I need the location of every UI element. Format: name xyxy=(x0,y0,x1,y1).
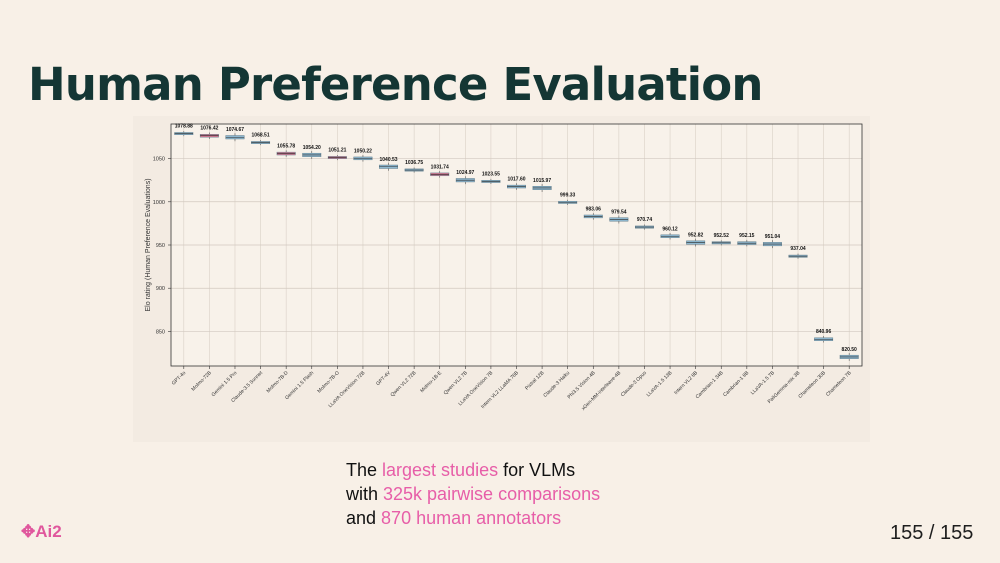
value-label: 1076.42 xyxy=(200,126,218,132)
caption-line-1: The largest studies for VLMs xyxy=(346,458,600,482)
value-label: 937.04 xyxy=(790,246,806,252)
y-tick-label: 1000 xyxy=(153,200,165,206)
value-label: 1040.53 xyxy=(379,157,397,163)
caption-highlight-annotators: 870 human annotators xyxy=(381,508,562,528)
value-label: 952.15 xyxy=(739,233,755,239)
value-label: 979.54 xyxy=(611,209,627,215)
page-number: 155 / 155 xyxy=(890,522,974,544)
caption-line-1-pre: The xyxy=(346,460,383,480)
caption-highlight-studies: largest studies xyxy=(382,460,499,480)
y-axis-label: Elo rating (Human Preference Evaluations… xyxy=(145,178,152,311)
caption-line-1-post: for VLMs xyxy=(498,460,576,480)
caption-highlight-comparisons: 325k pairwise comparisons xyxy=(383,484,601,504)
y-tick-label: 1050 xyxy=(153,157,165,163)
caption-line-3-pre: and xyxy=(346,508,382,528)
value-label: 999.33 xyxy=(560,192,576,198)
value-label: 952.52 xyxy=(714,233,730,239)
ai2-logo: ✥Ai2 xyxy=(21,522,62,542)
caption: The largest studies for VLMs with 325k p… xyxy=(346,458,600,530)
value-label: 820.50 xyxy=(842,347,858,353)
y-tick-label: 850 xyxy=(156,329,165,335)
value-label: 1017.60 xyxy=(507,177,525,183)
value-label: 840.96 xyxy=(816,329,832,335)
value-label: 1015.97 xyxy=(533,178,551,184)
value-label: 1031.74 xyxy=(431,164,449,170)
value-label: 1068.51 xyxy=(252,133,270,139)
value-label: 970.74 xyxy=(637,217,653,223)
value-label: 1074.67 xyxy=(226,127,244,133)
value-label: 1078.88 xyxy=(175,124,193,130)
logo-mark-icon: ✥ xyxy=(21,522,36,541)
value-label: 1054.20 xyxy=(303,145,321,151)
value-label: 1036.75 xyxy=(405,160,423,166)
y-tick-label: 950 xyxy=(156,243,165,249)
elo-box-plot: 850 900 950 1000 1050 Elo rating (Human Prefe… xyxy=(133,116,870,442)
chart-svg: 850 900 950 1000 1050 Elo rating (Human Prefe… xyxy=(133,116,870,442)
value-label: 1055.78 xyxy=(277,144,295,150)
y-tick-label: 900 xyxy=(156,286,165,292)
value-label: 1050.22 xyxy=(354,148,372,154)
value-label: 960.12 xyxy=(662,226,678,232)
caption-line-2-pre: with xyxy=(346,484,384,504)
caption-line-2: with 325k pairwise comparisons xyxy=(346,482,600,506)
value-label: 1024.97 xyxy=(456,170,474,176)
logo-text: Ai2 xyxy=(35,522,62,541)
value-label: 983.06 xyxy=(586,206,602,212)
value-label: 1023.55 xyxy=(482,171,500,177)
caption-line-3: and 870 human annotators xyxy=(346,506,600,530)
slide-title: Human Preference Evaluation xyxy=(28,58,763,111)
value-label: 952.82 xyxy=(688,233,704,239)
value-label: 1051.21 xyxy=(328,148,346,154)
value-label: 951.04 xyxy=(765,234,781,240)
